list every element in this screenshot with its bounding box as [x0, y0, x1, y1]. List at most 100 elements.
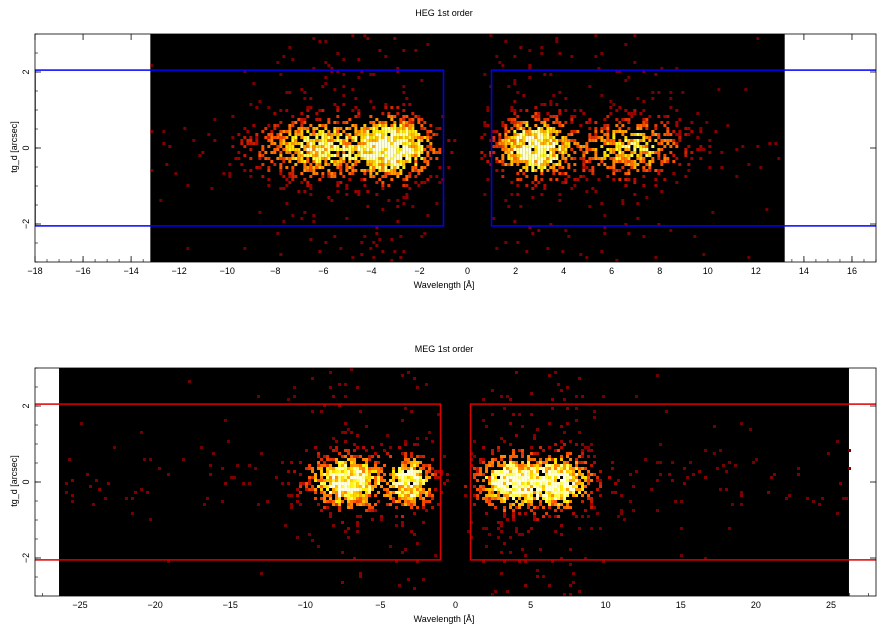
heg-event-cell	[669, 151, 673, 154]
meg-event-cell	[575, 515, 579, 518]
heg-event-cell	[324, 157, 328, 160]
meg-event-cell	[716, 467, 720, 470]
heg-event-cell	[294, 139, 298, 142]
heg-event-cell	[615, 70, 619, 73]
meg-event-cell	[68, 458, 72, 461]
heg-event-cell	[420, 169, 424, 172]
meg-event-cell	[353, 500, 357, 503]
heg-event-cell	[531, 139, 535, 142]
heg-event-cell	[399, 172, 403, 175]
heg-event-cell	[618, 70, 622, 73]
heg-event-cell	[549, 160, 553, 163]
heg-event-cell	[552, 130, 556, 133]
heg-event-cell	[609, 166, 613, 169]
meg-event-cell	[320, 467, 324, 470]
heg-event-cell	[657, 148, 661, 151]
meg-event-cell	[464, 494, 468, 497]
heg-event-cell	[600, 250, 604, 253]
heg-event-cell	[435, 175, 439, 178]
meg-event-cell	[320, 458, 324, 461]
heg-event-cell	[543, 163, 547, 166]
heg-event-cell	[354, 157, 358, 160]
meg-event-cell	[488, 461, 492, 464]
meg-event-cell	[365, 476, 369, 479]
meg-event-cell	[602, 560, 606, 563]
meg-event-cell	[515, 527, 519, 530]
heg-event-cell	[402, 109, 406, 112]
meg-event-cell	[530, 485, 534, 488]
heg-event-cell	[552, 151, 556, 154]
meg-event-cell	[353, 455, 357, 458]
meg-event-cell	[563, 494, 567, 497]
meg-event-cell	[413, 491, 417, 494]
meg-event-cell	[362, 467, 366, 470]
meg-event-cell	[518, 470, 522, 473]
meg-event-cell	[551, 485, 555, 488]
heg-event-cell	[330, 148, 334, 151]
meg-event-cell	[494, 458, 498, 461]
heg-event-cell	[654, 133, 658, 136]
heg-event-cell	[555, 163, 559, 166]
meg-event-cell	[476, 479, 480, 482]
heg-event-cell	[351, 166, 355, 169]
meg-event-cell	[836, 512, 840, 515]
meg-event-cell	[296, 488, 300, 491]
heg-event-cell	[288, 172, 292, 175]
heg-event-cell	[447, 166, 451, 169]
meg-event-cell	[320, 479, 324, 482]
heg-event-cell	[282, 148, 286, 151]
heg-event-cell	[420, 166, 424, 169]
meg-event-cell	[542, 488, 546, 491]
meg-event-cell	[401, 488, 405, 491]
meg-event-cell	[587, 494, 591, 497]
meg-event-cell	[539, 491, 543, 494]
meg-event-cell	[578, 482, 582, 485]
heg-event-cell	[186, 247, 190, 250]
meg-event-cell	[563, 443, 567, 446]
heg-event-cell	[546, 133, 550, 136]
heg-event-cell	[573, 130, 577, 133]
heg-event-cell	[375, 226, 379, 229]
meg-event-cell	[422, 506, 426, 509]
meg-event-cell	[353, 497, 357, 500]
heg-event-cell	[360, 151, 364, 154]
meg-event-cell	[491, 503, 495, 506]
heg-event-cell	[543, 145, 547, 148]
heg-event-cell	[633, 133, 637, 136]
meg-event-cell	[356, 455, 360, 458]
heg-event-cell	[378, 121, 382, 124]
heg-event-cell	[429, 157, 433, 160]
heg-event-cell	[549, 103, 553, 106]
meg-event-cell	[491, 473, 495, 476]
heg-event-cell	[408, 118, 412, 121]
heg-event-cell	[282, 55, 286, 58]
meg-event-cell	[515, 500, 519, 503]
heg-event-cell	[279, 130, 283, 133]
heg-event-cell	[369, 136, 373, 139]
meg-event-cell	[509, 455, 513, 458]
meg-event-cell	[533, 506, 537, 509]
heg-event-cell	[537, 148, 541, 151]
meg-event-cell	[560, 509, 564, 512]
meg-event-cell	[569, 458, 573, 461]
meg-event-cell	[533, 458, 537, 461]
heg-event-cell	[516, 124, 520, 127]
meg-event-cell	[359, 482, 363, 485]
heg-event-cell	[642, 166, 646, 169]
meg-event-cell	[341, 479, 345, 482]
meg-event-cell	[140, 431, 144, 434]
meg-event-cell	[557, 476, 561, 479]
heg-event-cell	[525, 175, 529, 178]
meg-event-cell	[497, 536, 501, 539]
heg-event-cell	[357, 58, 361, 61]
heg-event-cell	[525, 145, 529, 148]
heg-event-cell	[507, 205, 511, 208]
heg-event-cell	[393, 127, 397, 130]
meg-event-cell	[491, 479, 495, 482]
heg-event-cell	[207, 133, 211, 136]
heg-event-cell	[318, 166, 322, 169]
meg-event-cell	[341, 461, 345, 464]
meg-event-cell	[320, 470, 324, 473]
meg-event-cell	[422, 455, 426, 458]
meg-event-cell	[440, 473, 444, 476]
